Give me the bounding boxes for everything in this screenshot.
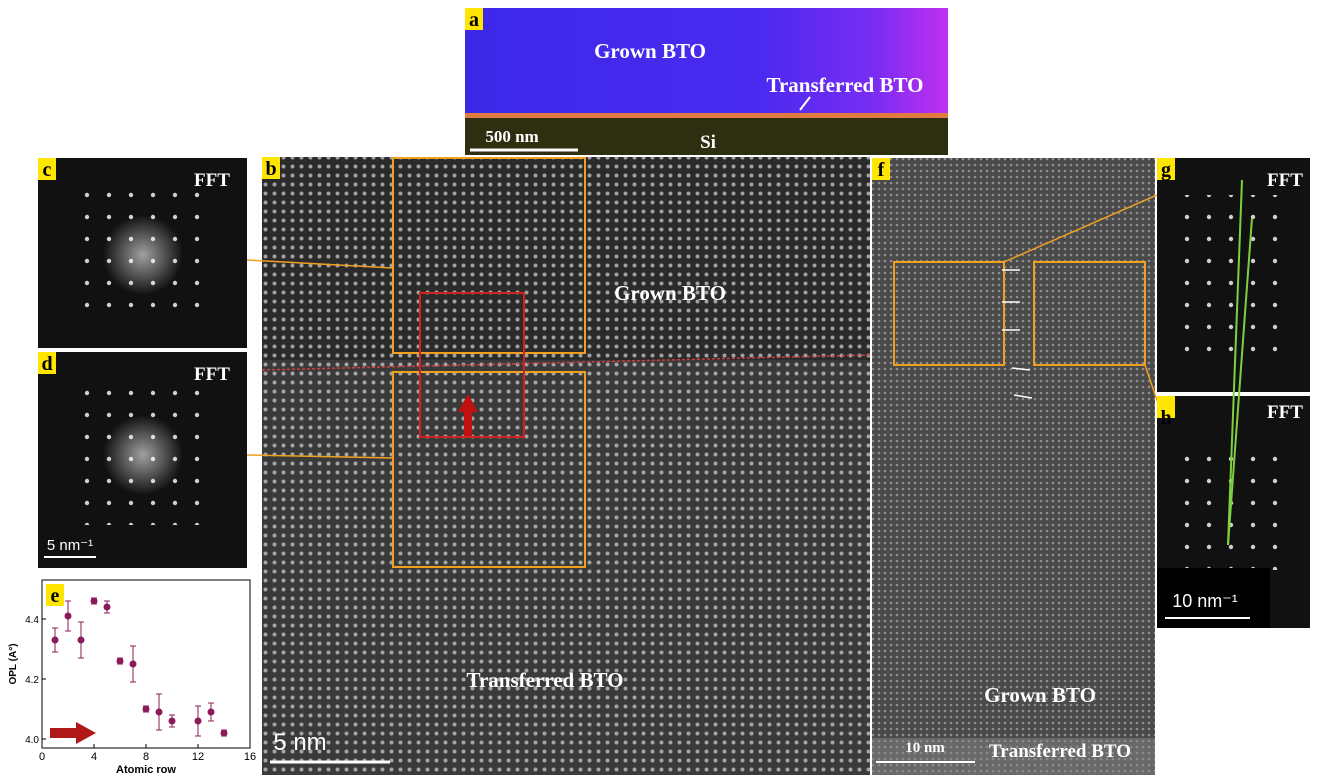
scale-text: 10 nm [905, 740, 945, 756]
text: FFT [194, 170, 230, 191]
panel-label: c [43, 159, 52, 181]
point [78, 637, 85, 644]
panel-label: a [469, 9, 479, 31]
x-tick-label: 8 [143, 751, 149, 763]
center-glow [103, 215, 183, 295]
point [169, 718, 176, 725]
scale-text: 10 nm⁻¹ [1172, 591, 1238, 611]
text: Transferred BTO [467, 668, 624, 692]
center-glow [103, 415, 183, 495]
text: Transferred BTO [989, 741, 1131, 762]
fft-spots [1180, 195, 1290, 355]
y-tick-label: 4.2 [25, 675, 39, 686]
figure: a Grown BTO Transferred BTO 500 nm Si b … [0, 0, 1320, 778]
panel-h: h FFT 10 nm⁻¹ [1157, 396, 1310, 628]
text: FFT [1267, 170, 1303, 191]
panel-label: g [1161, 159, 1171, 181]
point [65, 613, 72, 620]
arrow [464, 410, 472, 436]
image-a [465, 8, 948, 115]
point [104, 604, 111, 611]
x-tick-label: 4 [91, 751, 97, 763]
point [117, 658, 124, 665]
point [52, 637, 59, 644]
text: Grown BTO [614, 281, 726, 305]
panel-a: a Grown BTO Transferred BTO 500 nm Si [465, 8, 948, 155]
point [208, 709, 215, 716]
panel-e: e Atomic row OPL (A°) 0 4 8 12 16 4.0 4.2 4.4 [5, 575, 256, 778]
panel-d: d FFT 5 nm⁻¹ [38, 352, 247, 568]
scale-text: 500 nm [485, 127, 538, 146]
text: FFT [194, 364, 230, 385]
panel-f: f Grown BTO 10 nm Transferred BTO [872, 158, 1155, 775]
point [91, 598, 98, 605]
point [195, 718, 202, 725]
point [156, 709, 163, 716]
panel-label: b [265, 158, 276, 180]
panel-label: f [878, 159, 885, 181]
point [130, 661, 137, 668]
scale-text: 5 nm [273, 729, 326, 756]
text: Grown BTO [984, 683, 1096, 707]
text: Grown BTO [594, 39, 706, 63]
panel-b: b Grown BTO Transferred BTO 5 nm [262, 157, 870, 775]
arrow [50, 728, 78, 738]
panel-label: e [51, 585, 60, 607]
text: Transferred BTO [767, 73, 924, 97]
point [143, 706, 150, 713]
x-tick-label: 16 [244, 751, 256, 763]
panel-g: g FFT [1157, 158, 1310, 392]
panel-label: d [41, 353, 52, 375]
text: FFT [1267, 402, 1303, 423]
y-tick-label: 4.0 [25, 735, 39, 746]
point [221, 730, 228, 737]
text: Si [700, 132, 716, 153]
panel-c: c FFT [38, 158, 247, 348]
y-tick-label: 4.4 [25, 615, 39, 626]
scale-text: 5 nm⁻¹ [47, 537, 93, 554]
x-tick-label: 0 [39, 751, 45, 763]
panel-label: h [1160, 407, 1171, 429]
y-axis-label: OPL (A°) [8, 643, 19, 684]
x-axis-label: Atomic row [116, 764, 176, 776]
x-tick-label: 12 [192, 751, 204, 763]
interface [465, 113, 948, 118]
